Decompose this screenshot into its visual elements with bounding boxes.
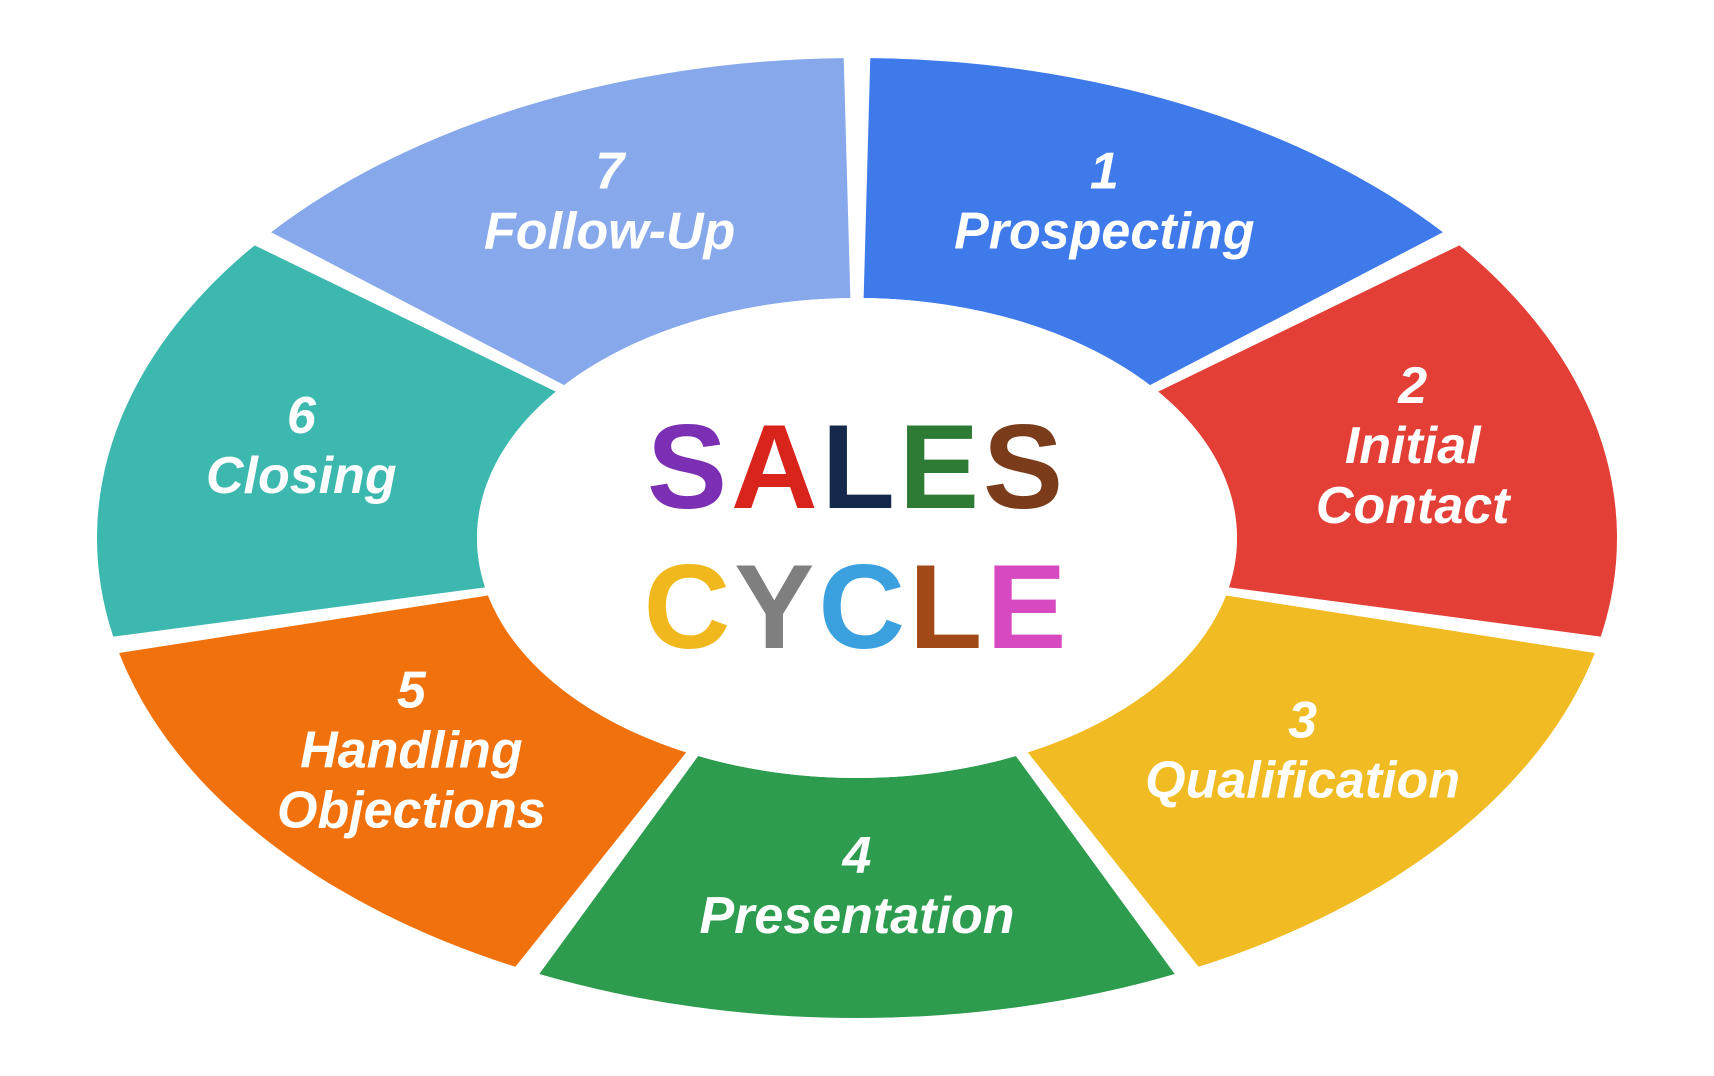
segment-label-text-2-0: Initial (1345, 417, 1482, 475)
center-title-line2: CYCLE (644, 540, 1071, 674)
segment-label-text-2-1: Contact (1316, 477, 1512, 535)
center-ellipse (477, 298, 1237, 778)
sales-cycle-diagram: SALESCYCLE 1Prospecting 2InitialContact 3Q… (0, 0, 1714, 1076)
segment-label-text-4-0: Presentation (700, 887, 1015, 945)
segment-number-6: 6 (287, 387, 317, 445)
segment-label-text-1-0: Prospecting (954, 203, 1255, 261)
segment-label-text-3-0: Qualification (1145, 751, 1460, 809)
center-title-line1: SALES (647, 400, 1067, 534)
segment-number-3: 3 (1288, 691, 1317, 749)
segment-number-7: 7 (595, 143, 626, 201)
segment-label-text-5-1: Objections (277, 781, 546, 839)
segment-number-2: 2 (1397, 357, 1427, 415)
segment-label-text-6-0: Closing (206, 447, 397, 505)
segment-label-text-5-0: Handling (300, 721, 522, 779)
segment-label-text-7-0: Follow-Up (484, 203, 735, 261)
segment-number-1: 1 (1090, 143, 1119, 201)
segment-number-4: 4 (842, 827, 872, 885)
segment-number-5: 5 (397, 661, 427, 719)
